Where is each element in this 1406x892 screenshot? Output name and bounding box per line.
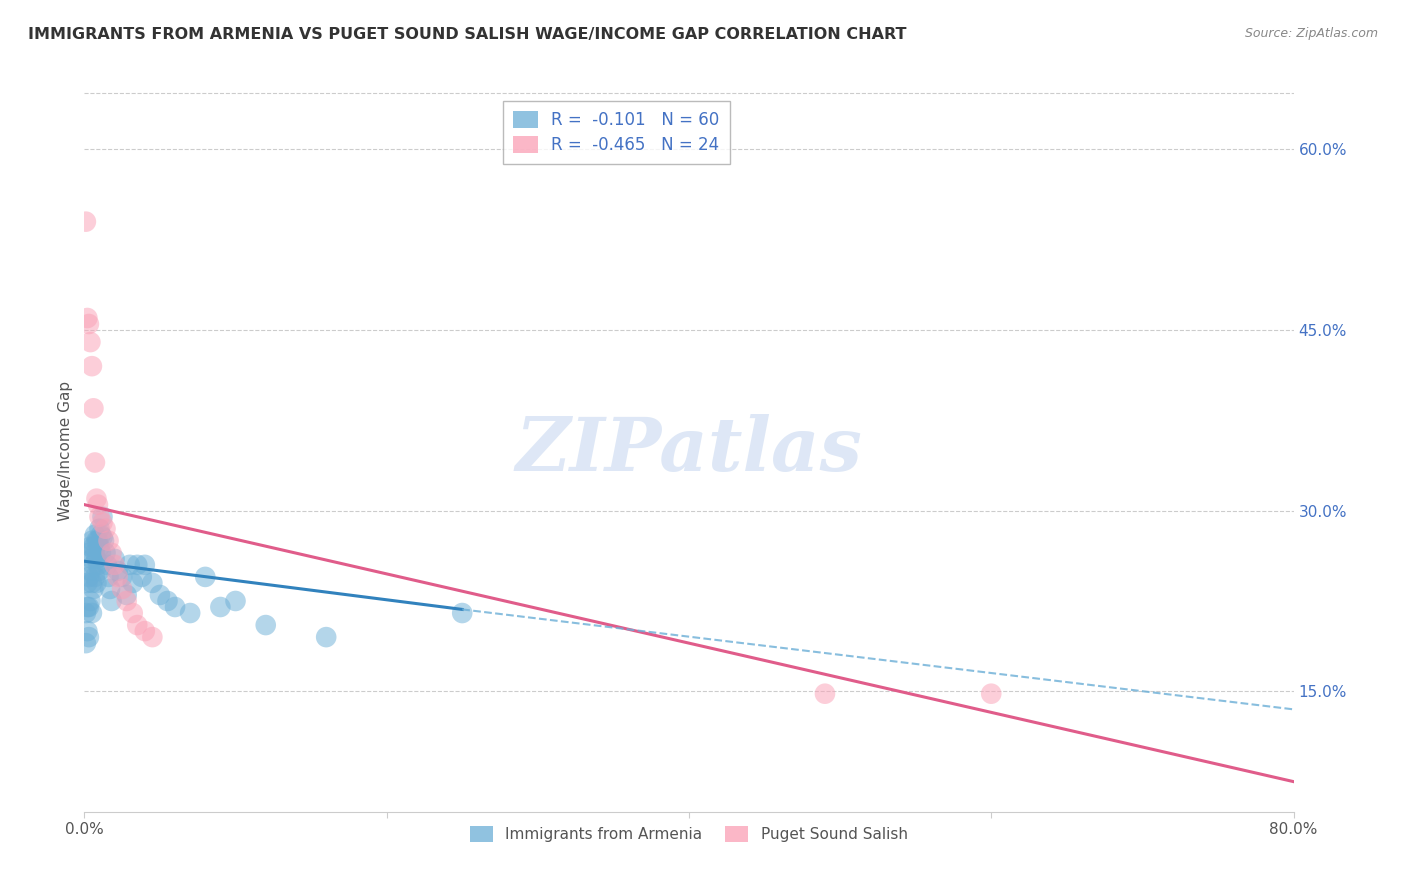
Point: [94, 522, 117, 536]
Point: [97, 570, 120, 584]
Point: [111, 582, 134, 596]
Point: [254, 618, 277, 632]
Y-axis label: Wage/Income Gap: Wage/Income Gap: [58, 380, 73, 521]
Point: [84, 546, 107, 560]
Point: [86, 533, 108, 548]
Text: Source: ZipAtlas.com: Source: ZipAtlas.com: [1244, 27, 1378, 40]
Point: [121, 606, 143, 620]
Point: [115, 594, 138, 608]
Point: [82, 558, 104, 572]
Point: [134, 624, 156, 639]
Point: [91, 530, 114, 544]
Point: [90, 527, 112, 541]
Point: [100, 546, 122, 560]
Point: [209, 600, 232, 615]
Point: [94, 546, 117, 560]
Point: [77, 570, 100, 584]
Point: [134, 558, 156, 572]
Point: [76, 310, 98, 325]
Point: [100, 594, 122, 608]
Point: [75, 606, 97, 620]
Point: [76, 600, 98, 615]
Point: [104, 558, 127, 572]
Point: [814, 687, 837, 701]
Point: [149, 588, 172, 602]
Point: [127, 618, 149, 632]
Point: [79, 334, 101, 349]
Point: [451, 606, 474, 620]
Point: [141, 576, 163, 591]
Point: [75, 636, 97, 650]
Point: [107, 570, 129, 584]
Point: [127, 558, 149, 572]
Point: [84, 570, 107, 584]
Point: [104, 551, 127, 566]
Point: [165, 600, 187, 615]
Point: [77, 600, 100, 615]
Point: [87, 558, 110, 572]
Point: [96, 558, 118, 572]
Point: [121, 576, 143, 591]
Point: [86, 491, 108, 506]
Point: [79, 564, 101, 578]
Point: [86, 576, 108, 591]
Point: [77, 546, 100, 560]
Point: [141, 630, 163, 644]
Point: [89, 540, 111, 554]
Point: [80, 551, 103, 566]
Point: [80, 576, 103, 591]
Point: [115, 588, 138, 602]
Point: [87, 533, 110, 548]
Point: [980, 687, 1002, 701]
Point: [179, 606, 201, 620]
Point: [118, 558, 141, 572]
Point: [91, 509, 114, 524]
Point: [82, 401, 104, 416]
Point: [86, 551, 108, 566]
Point: [89, 522, 111, 536]
Point: [75, 214, 97, 228]
Text: IMMIGRANTS FROM ARMENIA VS PUGET SOUND SALISH WAGE/INCOME GAP CORRELATION CHART: IMMIGRANTS FROM ARMENIA VS PUGET SOUND S…: [28, 27, 907, 42]
Point: [77, 630, 100, 644]
Text: ZIPatlas: ZIPatlas: [516, 414, 862, 487]
Point: [82, 540, 104, 554]
Point: [76, 576, 98, 591]
Point: [84, 455, 107, 469]
Point: [93, 533, 115, 548]
Point: [76, 624, 98, 639]
Point: [91, 516, 114, 530]
Legend: Immigrants from Armenia, Puget Sound Salish: Immigrants from Armenia, Puget Sound Sal…: [461, 817, 917, 851]
Point: [80, 359, 103, 373]
Point: [79, 540, 101, 554]
Point: [315, 630, 337, 644]
Point: [79, 594, 101, 608]
Point: [97, 533, 120, 548]
Point: [98, 582, 121, 596]
Point: [80, 533, 103, 548]
Point: [90, 546, 112, 560]
Point: [89, 509, 111, 524]
Point: [87, 498, 110, 512]
Point: [84, 527, 107, 541]
Point: [107, 564, 129, 578]
Point: [156, 594, 179, 608]
Point: [131, 570, 153, 584]
Point: [89, 564, 111, 578]
Point: [82, 582, 104, 596]
Point: [225, 594, 247, 608]
Point: [80, 606, 103, 620]
Point: [77, 317, 100, 331]
Point: [111, 570, 134, 584]
Point: [194, 570, 217, 584]
